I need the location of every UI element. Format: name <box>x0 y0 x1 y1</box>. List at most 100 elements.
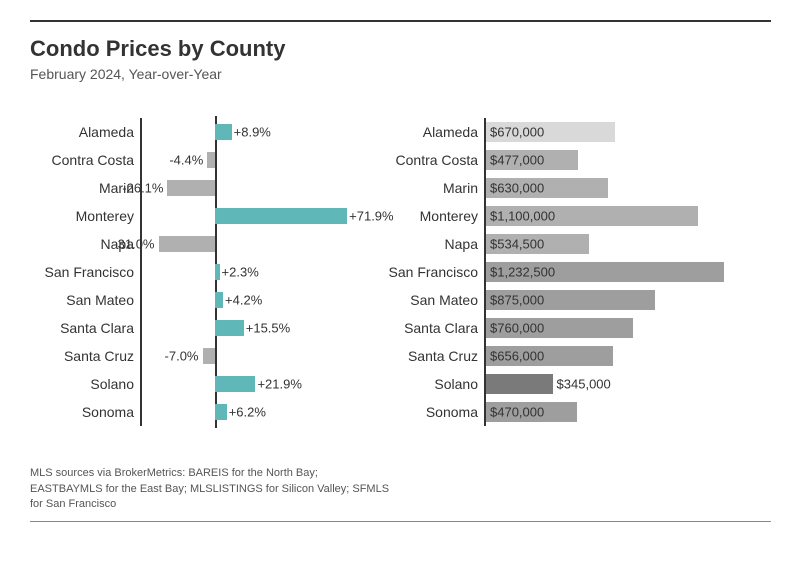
price-row: Monterey $1,100,000 <box>384 202 754 230</box>
price-track: $470,000 <box>484 398 754 426</box>
price-track: $477,000 <box>484 146 754 174</box>
yoy-track: +6.2% <box>140 398 360 426</box>
price-value-label: $477,000 <box>490 153 544 168</box>
bottom-rule <box>30 521 771 522</box>
price-chart: Alameda $670,000 Contra Costa $477,000 Marin… <box>384 118 754 426</box>
yoy-row: San Mateo +4.2% <box>30 286 360 314</box>
yoy-bar <box>159 236 216 252</box>
price-track: $670,000 <box>484 118 754 146</box>
yoy-row: Santa Cruz-7.0% <box>30 342 360 370</box>
price-county-label: Marin <box>384 180 484 196</box>
price-county-label: Napa <box>384 236 484 252</box>
yoy-chart: Alameda +8.9% Contra Costa -4.4% Marin-26.1%… <box>30 118 360 426</box>
price-county-label: Alameda <box>384 124 484 140</box>
yoy-value-label: -7.0% <box>165 349 199 364</box>
yoy-bar <box>215 292 223 308</box>
yoy-track: -26.1% <box>140 174 360 202</box>
price-track: $345,000 <box>484 370 754 398</box>
yoy-bar <box>215 320 243 336</box>
price-track: $630,000 <box>484 174 754 202</box>
yoy-bar <box>167 180 215 196</box>
yoy-county-label: Sonoma <box>30 404 140 420</box>
price-track: $1,100,000 <box>484 202 754 230</box>
price-value-label: $670,000 <box>490 125 544 140</box>
yoy-value-label: +21.9% <box>257 377 301 392</box>
yoy-track: -31.0% <box>140 230 360 258</box>
price-track: $1,232,500 <box>484 258 754 286</box>
yoy-county-label: Santa Clara <box>30 320 140 336</box>
yoy-row: Sonoma +6.2% <box>30 398 360 426</box>
charts-row: Alameda+8.9%Contra Costa-4.4%Marin-26.1%… <box>30 118 771 426</box>
yoy-bar <box>203 348 216 364</box>
price-value-label: $470,000 <box>490 405 544 420</box>
yoy-value-label: -4.4% <box>169 153 203 168</box>
yoy-value-label: +6.2% <box>229 405 266 420</box>
price-track: $534,500 <box>484 230 754 258</box>
yoy-track: +8.9% <box>140 118 360 146</box>
price-county-label: Sonoma <box>384 404 484 420</box>
yoy-county-label: Alameda <box>30 124 140 140</box>
yoy-row: Santa Clara +15.5% <box>30 314 360 342</box>
price-county-label: Santa Clara <box>384 320 484 336</box>
price-row: Santa Clara $760,000 <box>384 314 754 342</box>
price-county-label: Monterey <box>384 208 484 224</box>
price-bar <box>486 374 553 394</box>
price-row: Sonoma $470,000 <box>384 398 754 426</box>
yoy-value-label: -31.0% <box>113 237 154 252</box>
yoy-value-label: -26.1% <box>122 181 163 196</box>
price-county-label: San Francisco <box>384 264 484 280</box>
yoy-track: +2.3% <box>140 258 360 286</box>
price-row: Alameda $670,000 <box>384 118 754 146</box>
price-track: $760,000 <box>484 314 754 342</box>
price-county-label: Contra Costa <box>384 152 484 168</box>
yoy-value-label: +8.9% <box>234 125 271 140</box>
yoy-county-label: Monterey <box>30 208 140 224</box>
yoy-row: Contra Costa -4.4% <box>30 146 360 174</box>
yoy-bar <box>215 404 226 420</box>
price-value-label: $345,000 <box>557 377 611 392</box>
chart-title: Condo Prices by County <box>30 36 771 62</box>
yoy-row: Napa-31.0% <box>30 230 360 258</box>
yoy-track: -7.0% <box>140 342 360 370</box>
price-row: Santa Cruz $656,000 <box>384 342 754 370</box>
price-track: $875,000 <box>484 286 754 314</box>
price-county-label: Solano <box>384 376 484 392</box>
price-value-label: $1,100,000 <box>490 209 555 224</box>
price-row: Contra Costa $477,000 <box>384 146 754 174</box>
price-row: Napa $534,500 <box>384 230 754 258</box>
price-county-label: Santa Cruz <box>384 348 484 364</box>
yoy-track: +71.9% <box>140 202 360 230</box>
price-track: $656,000 <box>484 342 754 370</box>
yoy-row: Solano +21.9% <box>30 370 360 398</box>
yoy-track: +21.9% <box>140 370 360 398</box>
yoy-county-label: Contra Costa <box>30 152 140 168</box>
yoy-value-label: +2.3% <box>222 265 259 280</box>
yoy-track: +15.5% <box>140 314 360 342</box>
yoy-value-label: +4.2% <box>225 293 262 308</box>
yoy-county-label: Solano <box>30 376 140 392</box>
price-value-label: $534,500 <box>490 237 544 252</box>
price-row: Marin $630,000 <box>384 174 754 202</box>
yoy-bar <box>215 376 255 392</box>
yoy-row: Marin-26.1% <box>30 174 360 202</box>
top-rule <box>30 20 771 22</box>
chart-subtitle: February 2024, Year-over-Year <box>30 66 771 82</box>
yoy-value-label: +15.5% <box>246 321 290 336</box>
price-row: Solano $345,000 <box>384 370 754 398</box>
yoy-bar <box>215 124 231 140</box>
footnote: MLS sources via BrokerMetrics: BAREIS fo… <box>30 466 390 512</box>
yoy-value-label: +71.9% <box>349 209 393 224</box>
yoy-track: +4.2% <box>140 286 360 314</box>
price-value-label: $875,000 <box>490 293 544 308</box>
price-value-label: $1,232,500 <box>490 265 555 280</box>
yoy-row: San Francisco +2.3% <box>30 258 360 286</box>
price-value-label: $630,000 <box>490 181 544 196</box>
yoy-county-label: San Francisco <box>30 264 140 280</box>
price-value-label: $760,000 <box>490 321 544 336</box>
yoy-bar <box>207 152 215 168</box>
yoy-track: -4.4% <box>140 146 360 174</box>
price-value-label: $656,000 <box>490 349 544 364</box>
yoy-bar <box>215 208 347 224</box>
yoy-county-label: San Mateo <box>30 292 140 308</box>
yoy-row: Alameda +8.9% <box>30 118 360 146</box>
